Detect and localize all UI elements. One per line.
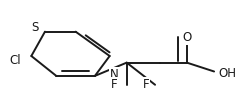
Text: F: F	[111, 78, 118, 91]
Text: N: N	[110, 68, 118, 81]
Text: O: O	[182, 31, 191, 44]
Text: OH: OH	[219, 67, 237, 80]
Text: F: F	[143, 78, 149, 91]
Text: Cl: Cl	[9, 54, 21, 67]
Text: S: S	[31, 21, 38, 34]
